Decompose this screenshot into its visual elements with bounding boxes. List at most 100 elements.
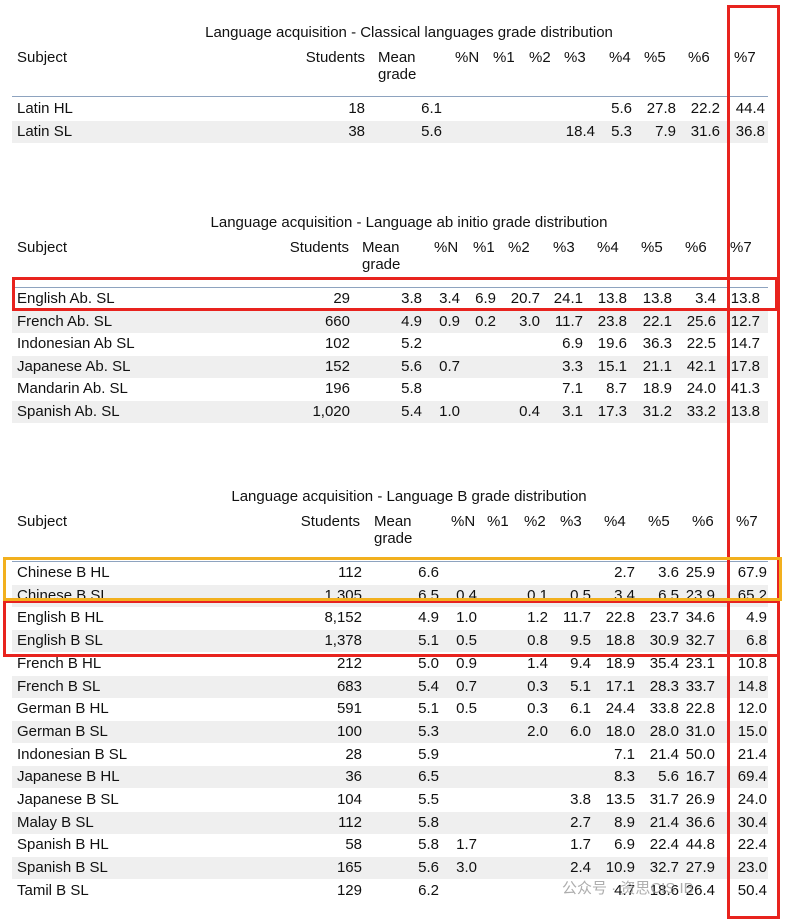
table-row bbox=[12, 766, 768, 789]
column-header: %5 bbox=[648, 513, 670, 530]
value-cell: 6.1 bbox=[570, 700, 591, 718]
subject-cell: Tamil B SL bbox=[17, 881, 89, 899]
column-header: %4 bbox=[604, 513, 626, 530]
value-cell: 22.8 bbox=[605, 609, 635, 627]
value-cell: 10.8 bbox=[737, 654, 767, 672]
value-cell: 23.0 bbox=[737, 859, 767, 877]
value-cell: 6.0 bbox=[570, 722, 591, 740]
column-header: Students bbox=[300, 513, 360, 530]
value-cell: 24.1 bbox=[553, 290, 583, 307]
column-header: %2 bbox=[508, 239, 530, 256]
value-cell: 19.6 bbox=[597, 335, 627, 353]
table-row bbox=[12, 857, 768, 880]
value-cell: 196 bbox=[324, 380, 350, 398]
value-cell: 12.0 bbox=[737, 700, 767, 718]
value-cell: 0.7 bbox=[456, 677, 477, 695]
value-cell: 6.9 bbox=[562, 335, 583, 353]
value-cell: 0.3 bbox=[527, 700, 548, 718]
value-cell: 36.8 bbox=[735, 122, 765, 140]
value-cell: 31.2 bbox=[642, 403, 672, 420]
value-cell: 22.4 bbox=[649, 836, 679, 854]
column-header: %5 bbox=[644, 49, 666, 66]
value-cell: 20.7 bbox=[510, 290, 540, 307]
value-cell: 112 bbox=[338, 564, 362, 581]
column-header: %4 bbox=[597, 239, 619, 256]
subject-cell: Spanish Ab. SL bbox=[17, 403, 120, 420]
value-cell: 42.1 bbox=[686, 357, 716, 375]
value-cell: 0.4 bbox=[519, 403, 540, 420]
value-cell: 6.6 bbox=[418, 564, 439, 581]
value-cell: 29 bbox=[333, 290, 350, 307]
value-cell: 5.6 bbox=[611, 100, 632, 117]
value-cell: 8.7 bbox=[606, 380, 627, 398]
subject-cell: Spanish B SL bbox=[17, 859, 108, 877]
value-cell: 28.0 bbox=[649, 722, 679, 740]
value-cell: 17.3 bbox=[597, 403, 627, 420]
column-header: %2 bbox=[529, 49, 551, 66]
value-cell: 102 bbox=[324, 335, 350, 353]
value-cell: 5.5 bbox=[418, 791, 439, 808]
table-row bbox=[12, 401, 768, 423]
value-cell: 13.8 bbox=[597, 290, 627, 307]
value-cell: 100 bbox=[336, 722, 362, 740]
value-cell: 44.4 bbox=[735, 100, 765, 117]
value-cell: 104 bbox=[336, 791, 362, 808]
value-cell: 13.5 bbox=[605, 791, 635, 808]
value-cell: 5.6 bbox=[658, 768, 679, 786]
value-cell: 12.7 bbox=[730, 312, 760, 330]
value-cell: 36.6 bbox=[685, 813, 715, 831]
watermark: 公众号 · 资思CIS IB bbox=[562, 880, 694, 897]
value-cell: 1.7 bbox=[456, 836, 477, 854]
column-header: Mean grade bbox=[362, 239, 401, 273]
value-cell: 14.8 bbox=[737, 677, 767, 695]
column-header: %6 bbox=[688, 49, 710, 66]
value-cell: 50.0 bbox=[685, 745, 715, 763]
header-rule bbox=[12, 96, 768, 97]
value-cell: 18.6 bbox=[649, 881, 679, 899]
subject-cell: French B SL bbox=[17, 677, 101, 695]
highlight-rows bbox=[3, 600, 780, 657]
table-row bbox=[12, 310, 768, 333]
value-cell: 6.8 bbox=[746, 632, 767, 650]
value-cell: 0.3 bbox=[527, 677, 548, 695]
column-header: %N bbox=[451, 513, 476, 530]
value-cell: 0.8 bbox=[527, 632, 548, 650]
value-cell: 22.1 bbox=[642, 312, 672, 330]
value-cell: 0.9 bbox=[439, 312, 460, 330]
value-cell: 34.6 bbox=[685, 609, 715, 627]
value-cell: 5.6 bbox=[418, 859, 439, 877]
value-cell: 5.4 bbox=[401, 403, 422, 420]
value-cell: 8.3 bbox=[614, 768, 635, 786]
value-cell: 1.4 bbox=[527, 654, 548, 672]
value-cell: 2.7 bbox=[570, 813, 591, 831]
value-cell: 6.1 bbox=[421, 100, 442, 117]
value-cell: 5.8 bbox=[418, 813, 439, 831]
column-header: %2 bbox=[524, 513, 546, 530]
value-cell: 1.0 bbox=[456, 609, 477, 627]
value-cell: 11.7 bbox=[562, 609, 591, 627]
table-title: Language acquisition - Language B grade … bbox=[231, 488, 587, 505]
value-cell: 33.7 bbox=[685, 677, 715, 695]
value-cell: 6.9 bbox=[614, 836, 635, 854]
subject-cell: English B HL bbox=[17, 609, 104, 627]
subject-cell: Indonesian Ab SL bbox=[17, 335, 135, 353]
value-cell: 1,020 bbox=[312, 403, 350, 420]
value-cell: 69.4 bbox=[737, 768, 767, 786]
value-cell: 9.5 bbox=[570, 632, 591, 650]
value-cell: 112 bbox=[338, 813, 362, 831]
value-cell: 18.9 bbox=[605, 654, 635, 672]
value-cell: 5.6 bbox=[421, 122, 442, 140]
column-header: %4 bbox=[609, 49, 631, 66]
value-cell: 3.8 bbox=[570, 791, 591, 808]
column-header: %3 bbox=[564, 49, 586, 66]
value-cell: 18.4 bbox=[565, 122, 595, 140]
value-cell: 13.8 bbox=[730, 403, 760, 420]
value-cell: 2.4 bbox=[570, 859, 591, 877]
subject-cell: German B HL bbox=[17, 700, 109, 718]
value-cell: 9.4 bbox=[570, 654, 591, 672]
subject-cell: Indonesian B SL bbox=[17, 745, 128, 763]
value-cell: 0.9 bbox=[456, 654, 477, 672]
value-cell: 18 bbox=[348, 100, 365, 117]
column-header: Subject bbox=[17, 239, 68, 256]
table-row bbox=[12, 811, 768, 834]
